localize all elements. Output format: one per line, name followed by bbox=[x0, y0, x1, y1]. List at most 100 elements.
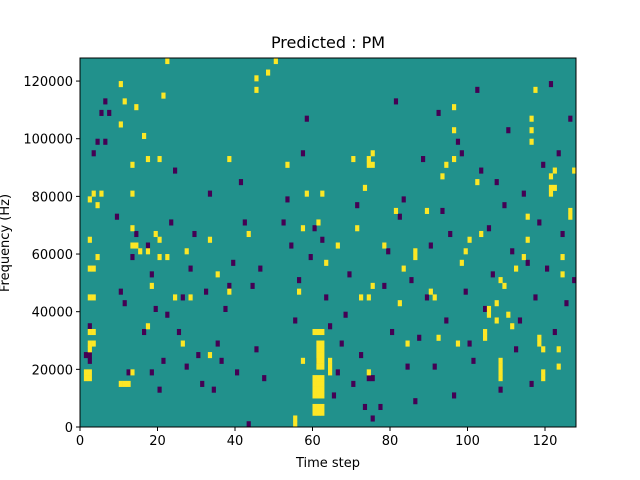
heatmap-cell-high bbox=[91, 190, 96, 197]
heatmap-cell-low bbox=[564, 300, 569, 307]
plot-area bbox=[79, 57, 577, 428]
heatmap-cell-high bbox=[362, 184, 368, 191]
heatmap-cell-high bbox=[548, 190, 554, 197]
heatmap-cell-low bbox=[258, 265, 263, 272]
x-axis: 0 20 40 60 80 100 120 bbox=[76, 427, 557, 449]
heatmap-cell-high bbox=[83, 375, 89, 382]
heatmap-cell-high bbox=[227, 288, 232, 295]
heatmap-cell-low bbox=[452, 392, 457, 399]
heatmap-cell-low bbox=[479, 167, 484, 174]
heatmap-cell-low bbox=[262, 375, 267, 382]
heatmap-cell-high bbox=[293, 421, 298, 428]
heatmap-cell-high bbox=[145, 248, 151, 255]
heatmap-cell-low bbox=[455, 138, 461, 145]
heatmap-cell-low bbox=[242, 219, 247, 226]
heatmap-cell-high bbox=[320, 190, 325, 197]
heatmap-cell-high bbox=[87, 196, 92, 203]
heatmap-cell-high bbox=[366, 161, 371, 168]
x-axis-label: Time step bbox=[295, 456, 360, 471]
heatmap-cell-low bbox=[300, 150, 306, 157]
heatmap-cell-low bbox=[424, 294, 430, 301]
heatmap-cell-low bbox=[390, 328, 395, 336]
heatmap-cell-high bbox=[130, 369, 135, 376]
heatmap-cell-low bbox=[87, 323, 92, 330]
heatmap-cell-low bbox=[506, 127, 511, 134]
heatmap-cell-high bbox=[266, 69, 271, 76]
heatmap-cell-low bbox=[409, 277, 414, 284]
heatmap-cell-high bbox=[463, 248, 468, 255]
heatmap-cell-high bbox=[483, 328, 488, 336]
heatmap-cell-high bbox=[572, 167, 577, 174]
heatmap-cell-high bbox=[548, 184, 554, 191]
heatmap-cell-low bbox=[362, 403, 368, 411]
y-tick-label: 0 bbox=[65, 421, 73, 436]
heatmap-cell-high bbox=[486, 311, 492, 318]
heatmap-cell-low bbox=[521, 190, 526, 197]
y-tick-label: 120000 bbox=[23, 75, 73, 90]
heatmap-cell-low bbox=[289, 242, 294, 249]
heatmap-cell-high bbox=[483, 334, 488, 341]
heatmap-cell-high bbox=[359, 294, 364, 301]
heatmap-cell-low bbox=[200, 380, 205, 387]
heatmap-cell-low bbox=[223, 305, 228, 312]
heatmap-cell-high bbox=[316, 375, 321, 382]
heatmap-cell-high bbox=[328, 369, 333, 376]
heatmap-cell-low bbox=[320, 236, 325, 243]
heatmap-cell-high bbox=[552, 184, 557, 191]
heatmap-cell-low bbox=[231, 259, 236, 266]
heatmap-cell-high bbox=[149, 282, 154, 289]
heatmap-cell-high bbox=[246, 230, 251, 238]
heatmap-cell-low bbox=[444, 317, 449, 324]
heatmap-cell-high bbox=[87, 328, 92, 336]
heatmap-cell-high bbox=[397, 300, 402, 307]
heatmap-cell-high bbox=[475, 179, 480, 186]
heatmap-cell-low bbox=[475, 86, 480, 93]
heatmap-cell-high bbox=[157, 254, 162, 261]
heatmap-cell-low bbox=[126, 369, 131, 376]
heatmap-cell-high bbox=[254, 86, 259, 93]
heatmap-cell-high bbox=[529, 127, 534, 134]
y-axis: 0 20000 40000 60000 80000 100000 120000 bbox=[23, 75, 80, 436]
heatmap-cell-high bbox=[320, 328, 325, 336]
heatmap-cell-low bbox=[560, 230, 565, 238]
heatmap-cell-high bbox=[180, 340, 185, 347]
heatmap-cell-low bbox=[378, 403, 383, 411]
heatmap-cell-low bbox=[188, 265, 193, 272]
y-tick-label: 40000 bbox=[32, 306, 73, 321]
heatmap-cell-low bbox=[421, 156, 426, 163]
heatmap-cell-low bbox=[459, 150, 464, 157]
heatmap-cell-low bbox=[83, 352, 89, 359]
heatmap-cell-low bbox=[161, 357, 166, 364]
heatmap-cell-low bbox=[149, 271, 154, 278]
heatmap-cell-low bbox=[533, 294, 538, 301]
heatmap-cell-low bbox=[556, 150, 561, 157]
heatmap-cell-high bbox=[479, 230, 484, 238]
heatmap-cell-high bbox=[529, 115, 534, 122]
heatmap-cell-high bbox=[320, 409, 325, 416]
heatmap-cell-low bbox=[176, 328, 182, 336]
heatmap-cell-high bbox=[165, 254, 170, 261]
heatmap-cell-high bbox=[382, 242, 387, 249]
heatmap-cell-high bbox=[145, 323, 151, 330]
heatmap-cell-low bbox=[91, 150, 96, 157]
heatmap-cell-high bbox=[91, 265, 96, 272]
heatmap-cell-high bbox=[467, 236, 472, 243]
heatmap-cell-high bbox=[486, 305, 492, 312]
heatmap-cell-low bbox=[173, 167, 178, 174]
heatmap-cell-low bbox=[328, 323, 333, 330]
y-tick-label: 100000 bbox=[23, 133, 73, 148]
heatmap-cell-low bbox=[235, 369, 240, 376]
heatmap-cell-low bbox=[324, 294, 329, 301]
heatmap-cell-high bbox=[312, 392, 317, 399]
heatmap-cell-high bbox=[413, 248, 418, 255]
heatmap-cell-low bbox=[393, 98, 399, 105]
heatmap-cell-low bbox=[339, 340, 344, 347]
heatmap-cell-high bbox=[134, 104, 139, 111]
heatmap-cell-low bbox=[335, 369, 340, 376]
heatmap-cell-low bbox=[130, 254, 135, 261]
heatmap-cell-high bbox=[87, 294, 92, 301]
heatmap-cell-high bbox=[316, 352, 321, 359]
heatmap-cell-high bbox=[91, 294, 96, 301]
heatmap-cell-low bbox=[413, 398, 418, 405]
